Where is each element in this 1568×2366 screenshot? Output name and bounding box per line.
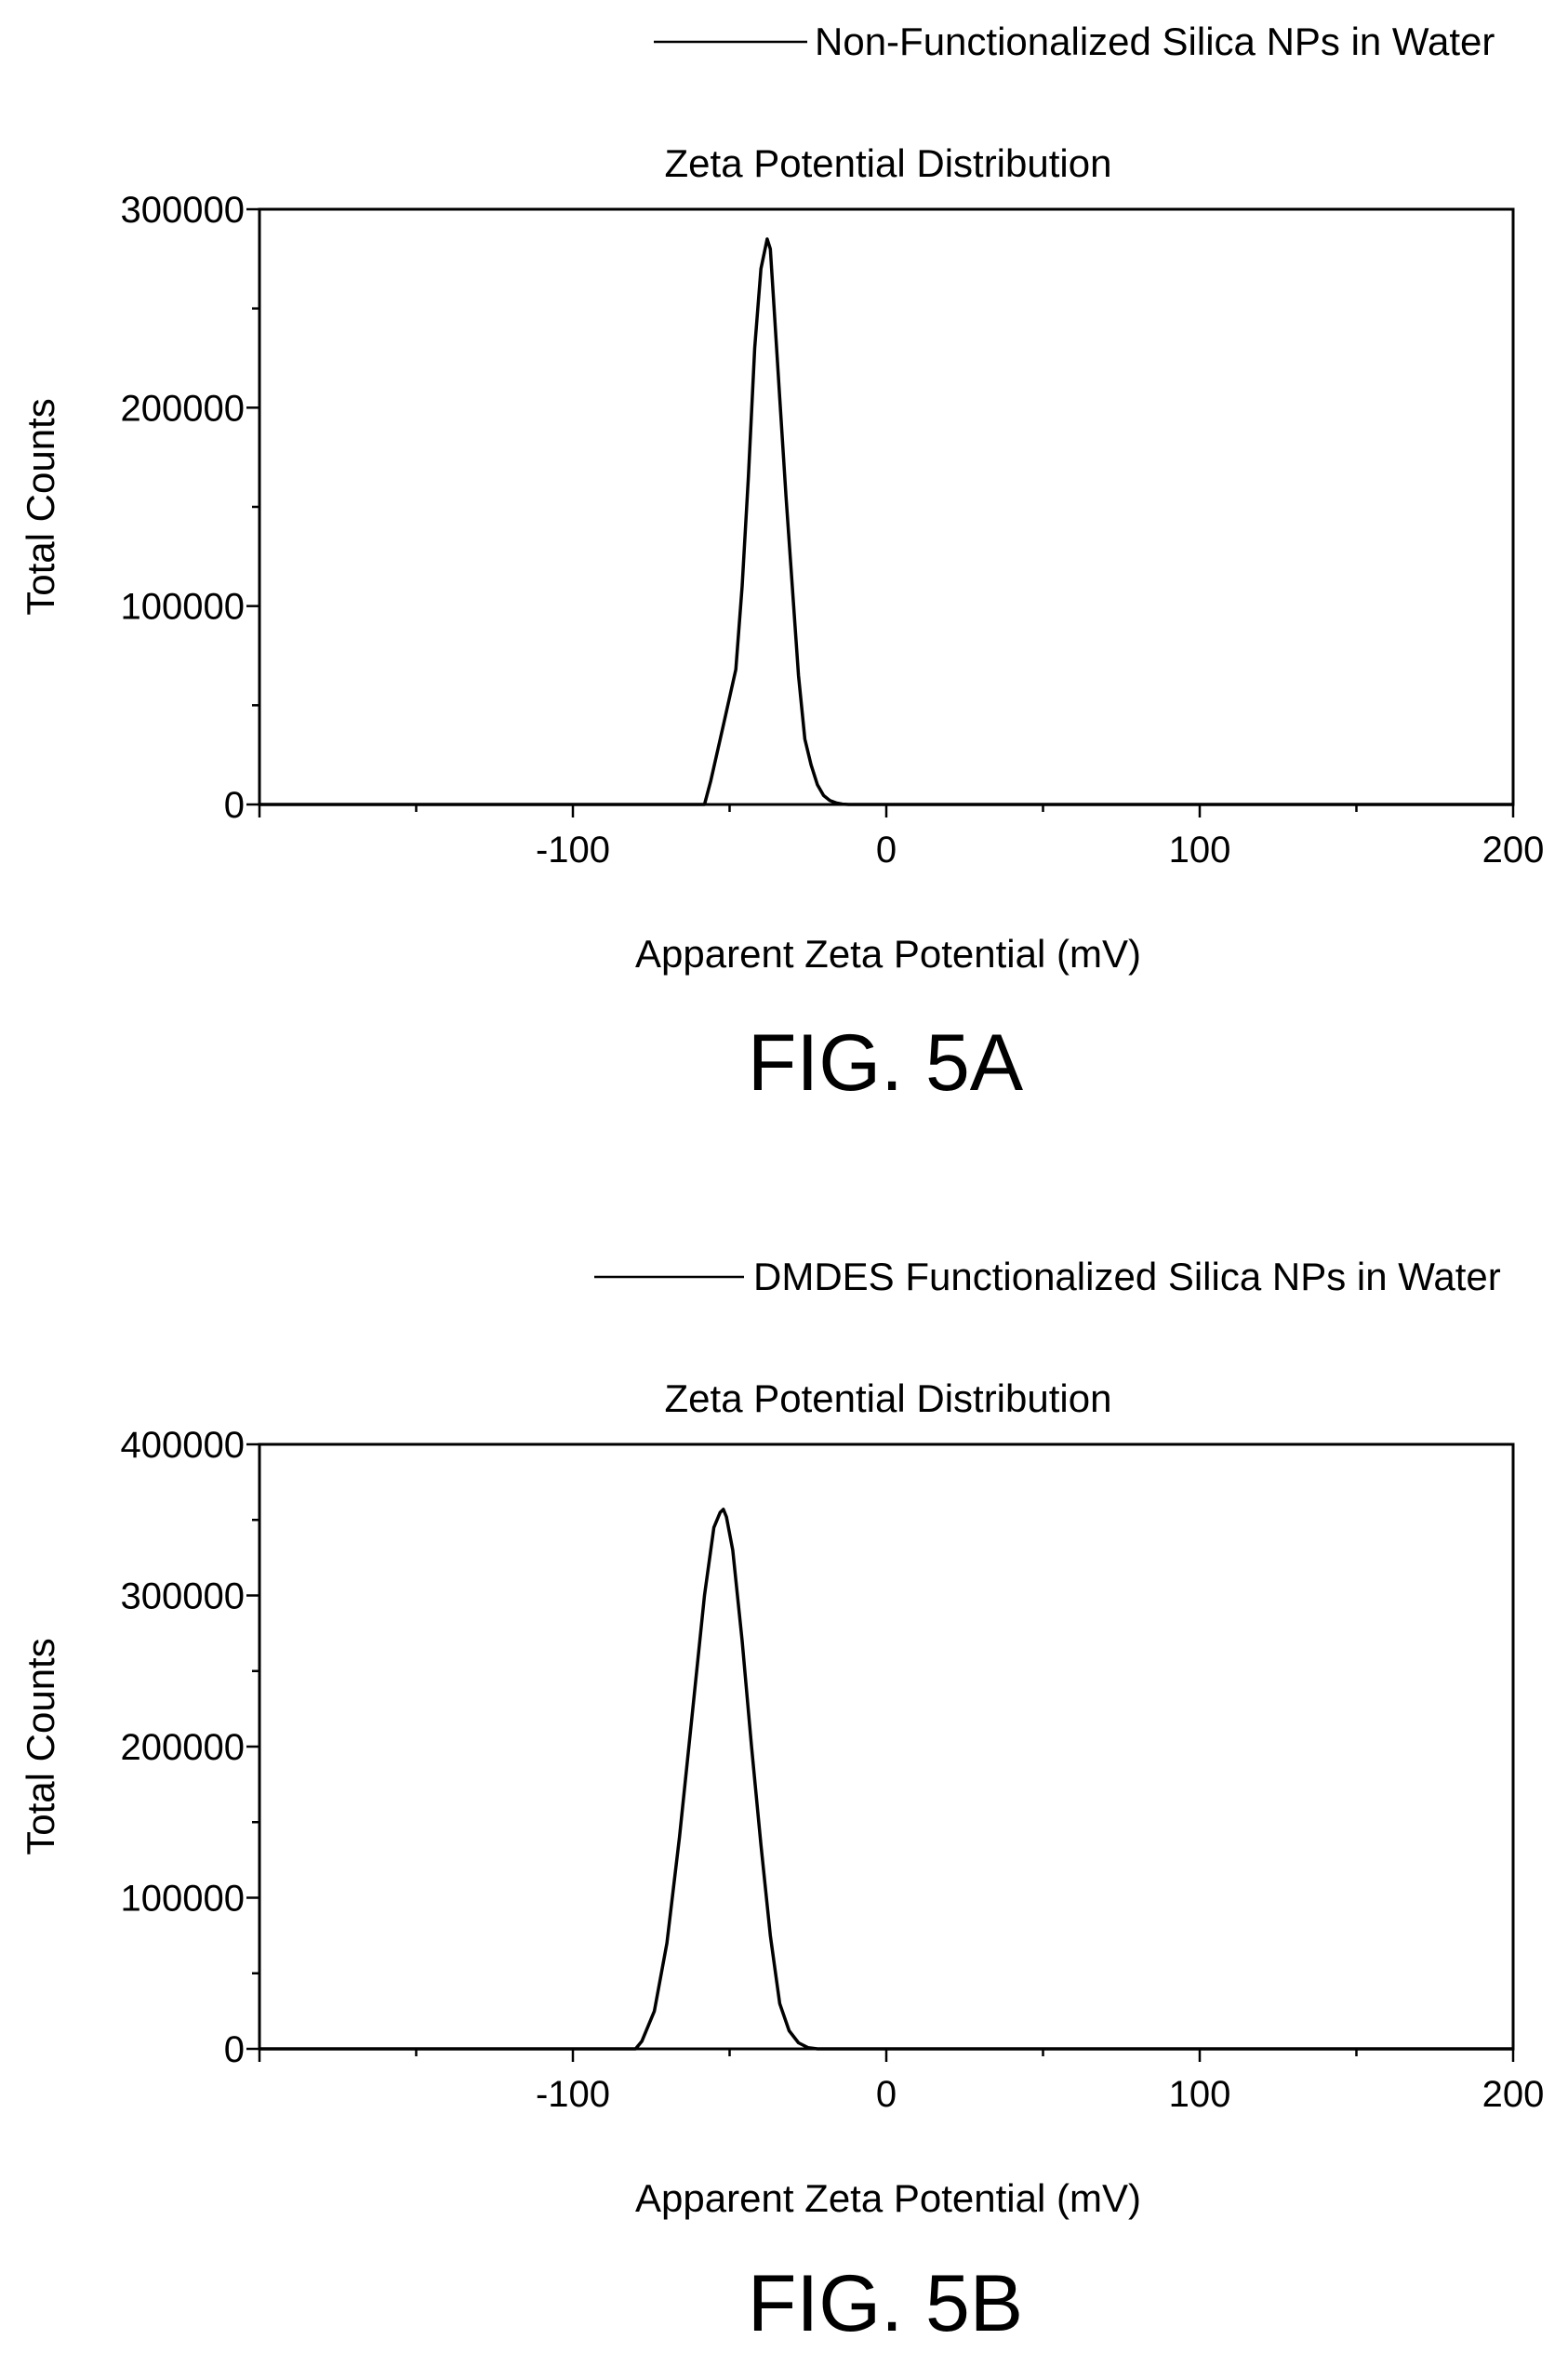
x-axis-label-a: Apparent Zeta Potential (mV)	[635, 932, 1141, 976]
y-tick-label-a: 100000	[121, 587, 245, 628]
y-tick-label-b: 300000	[121, 1576, 245, 1617]
x-tick-label-b: 0	[876, 2074, 897, 2115]
axis-ticks-a	[246, 207, 1515, 817]
tick-labels-a: -100 0 100 200 0 100000 200000 300000	[121, 190, 1545, 871]
x-tick-label-a: -100	[536, 830, 610, 871]
series-b-curve	[259, 1508, 1513, 2051]
y-tick-label-b: 0	[224, 2029, 245, 2070]
x-axis-label-b: Apparent Zeta Potential (mV)	[635, 2176, 1141, 2220]
x-tick-label-b: -100	[536, 2074, 610, 2115]
panel-b: DMDES Functionalized Silica NPs in Water…	[19, 1255, 1544, 2348]
axis-ticks-b	[246, 1442, 1515, 2062]
x-tick-label-a: 100	[1169, 830, 1231, 871]
x-tick-label-a: 0	[876, 830, 897, 871]
chart-b-title: Zeta Potential Distribution	[665, 1376, 1112, 1420]
y-tick-label-b: 200000	[121, 1727, 245, 1768]
tick-labels-b: -100 0 100 200 0 100000 200000 300000 400000	[121, 1425, 1545, 2115]
figure-label-a: FIG. 5A	[748, 1018, 1024, 1108]
y-axis-label-a: Total Counts	[19, 398, 62, 615]
chart-a-title: Zeta Potential Distribution	[665, 141, 1112, 185]
y-tick-label-a: 200000	[121, 388, 245, 429]
plot-a-frame	[258, 207, 1515, 806]
series-a-curve	[259, 237, 1513, 806]
legend-a-label: Non-Functionalized Silica NPs in Water	[815, 20, 1495, 63]
y-axis-label-b: Total Counts	[19, 1638, 62, 1854]
y-tick-label-a: 300000	[121, 190, 245, 231]
figure-label-b: FIG. 5B	[748, 2259, 1023, 2348]
x-tick-label-b: 200	[1482, 2074, 1545, 2115]
legend-b-label: DMDES Functionalized Silica NPs in Water	[753, 1255, 1501, 1298]
y-tick-label-b: 400000	[121, 1425, 245, 1466]
x-tick-label-b: 100	[1169, 2074, 1231, 2115]
y-tick-label-a: 0	[224, 785, 245, 826]
panel-a: Non-Functionalized Silica NPs in Water Z…	[19, 20, 1544, 1108]
x-tick-label-a: 200	[1482, 830, 1545, 871]
y-tick-label-b: 100000	[121, 1879, 245, 1920]
plot-b-frame	[258, 1442, 1515, 2051]
